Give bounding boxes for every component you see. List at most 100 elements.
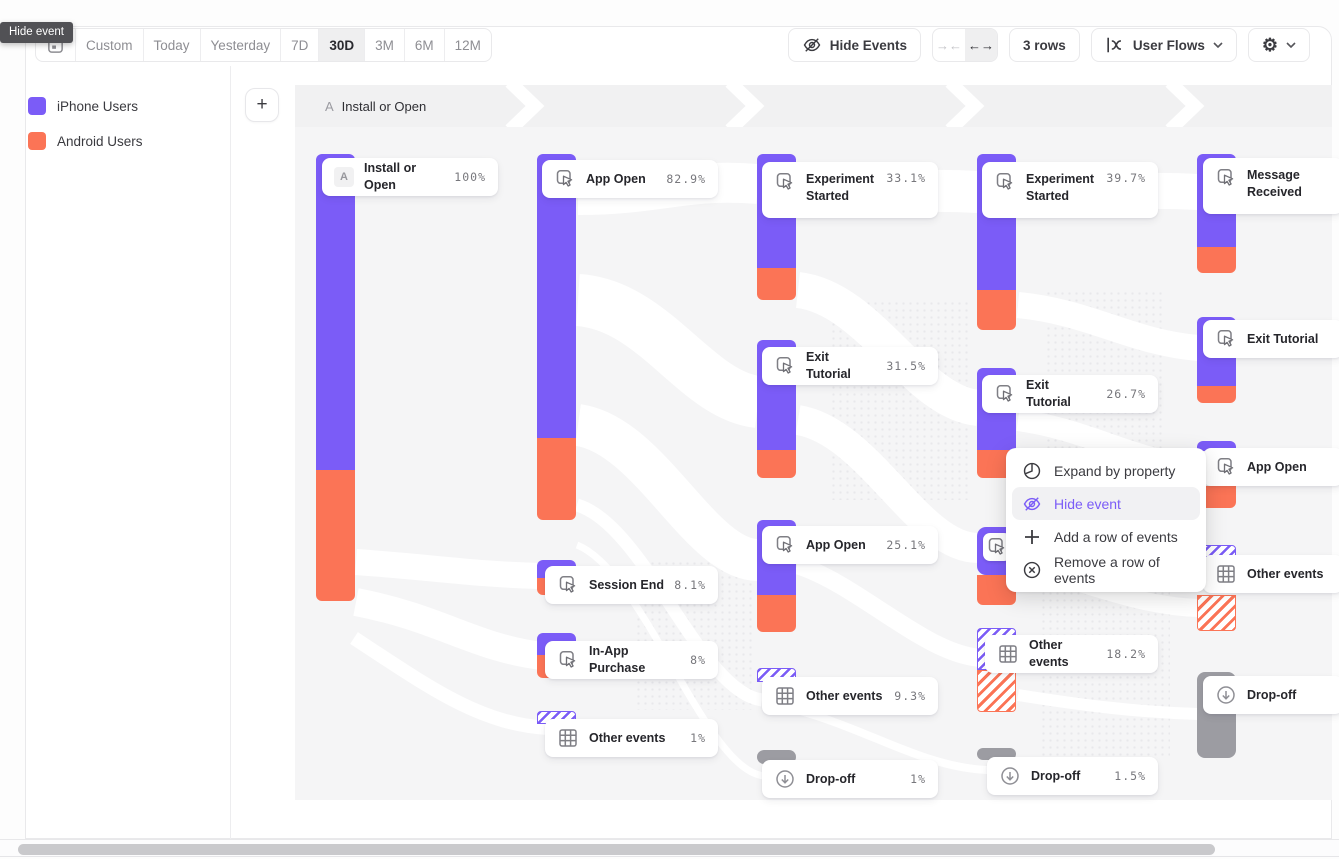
event-percentage: 1.5% — [1114, 769, 1146, 783]
event-card[interactable]: Other events 1% — [545, 719, 718, 757]
event-card[interactable]: Drop-off 1% — [762, 760, 938, 798]
event-label: Experiment Started — [806, 172, 875, 203]
horizontal-scrollbar-track — [0, 839, 1339, 857]
event-card[interactable]: Exit Tutorial — [1203, 320, 1339, 358]
dropoff-icon — [774, 768, 796, 790]
flow-bar-segment — [977, 290, 1016, 330]
event-card[interactable]: App Open — [1203, 448, 1339, 486]
circle-x-icon — [1022, 560, 1042, 580]
legend-item-iphone[interactable]: iPhone Users — [28, 97, 143, 115]
event-card[interactable]: App Open 25.1% — [762, 526, 938, 564]
date-range-30d[interactable]: 30D — [319, 29, 366, 61]
event-card[interactable]: In-App Purchase 8% — [545, 641, 718, 679]
click-icon — [1215, 167, 1237, 189]
event-card[interactable]: Other events 9.3% — [762, 677, 938, 715]
collapse-columns-button[interactable]: →← — [936, 37, 963, 53]
hide-event-tooltip: Hide event — [0, 22, 73, 43]
event-context-menu: Expand by property Hide event Add a row … — [1006, 448, 1206, 592]
android-users-swatch — [28, 132, 46, 150]
date-range-12m[interactable]: 12M — [454, 37, 481, 53]
menu-item-add-row[interactable]: Add a row of events — [1012, 520, 1200, 553]
menu-item-label: Hide event — [1054, 495, 1121, 512]
event-label: Drop-off — [1031, 768, 1081, 783]
date-range-yesterday[interactable]: Yesterday — [201, 29, 282, 61]
plus-icon — [1022, 527, 1042, 547]
date-range-6m[interactable]: 6M — [405, 29, 445, 61]
flow-bar-segment — [316, 154, 355, 470]
gear-icon: ⚙ — [1261, 35, 1278, 55]
menu-item-label: Expand by property — [1054, 462, 1176, 479]
event-label: Exit Tutorial — [1026, 378, 1071, 409]
flow-bar-segment — [1197, 595, 1236, 631]
event-card[interactable]: Drop-off 1.5% — [987, 757, 1158, 795]
event-label: Session End — [589, 577, 665, 592]
event-percentage: 8.1% — [674, 578, 706, 592]
step-event-name: Install or Open — [341, 98, 427, 114]
width-toggle: →← ←→ — [932, 28, 999, 62]
event-card[interactable]: Other events 18.2% — [985, 635, 1158, 673]
dot-texture — [1040, 590, 1170, 760]
event-percentage: 100% — [454, 170, 486, 184]
eye-off-icon — [1022, 494, 1042, 514]
flow-bar-segment — [1197, 486, 1236, 508]
event-label: Drop-off — [806, 771, 856, 786]
menu-item-hide-event[interactable]: Hide event — [1012, 487, 1200, 520]
add-step-button[interactable]: + — [245, 88, 279, 122]
flow-bar-segment — [537, 438, 576, 520]
event-card[interactable]: Exit Tutorial 31.5% — [762, 347, 938, 385]
dot-texture — [830, 300, 970, 500]
expand-columns-button[interactable]: ←→ — [965, 29, 998, 61]
horizontal-scrollbar-thumb[interactable] — [18, 844, 1215, 855]
iphone-users-swatch — [28, 97, 46, 115]
hide-events-button[interactable]: Hide Events — [787, 28, 922, 62]
menu-item-remove-row[interactable]: Remove a row of events — [1012, 553, 1200, 586]
date-range-selector: Custom Today Yesterday 7D 30D 3M 6M 12M — [35, 28, 492, 62]
flow-bar-segment — [316, 470, 355, 601]
click-icon — [774, 171, 796, 193]
event-label: Experiment Started — [1026, 172, 1095, 203]
step-chevrons — [505, 85, 1205, 127]
event-card[interactable]: Session End 8.1% — [545, 566, 718, 604]
step-header-band: A Install or Open — [295, 85, 1332, 127]
legend-divider — [230, 66, 231, 839]
event-card[interactable]: Exit Tutorial 26.7% — [982, 375, 1158, 413]
event-card[interactable]: A Install or Open 100% — [322, 158, 498, 196]
legend-item-android[interactable]: Android Users — [28, 132, 143, 150]
event-percentage: 1% — [910, 772, 926, 786]
event-label: Other events — [589, 730, 666, 745]
legend-label: iPhone Users — [57, 98, 139, 114]
event-percentage: 1% — [690, 731, 706, 745]
event-card[interactable]: Other events — [1203, 555, 1339, 593]
date-range-3m[interactable]: 3M — [365, 29, 405, 61]
rows-label: 3 rows — [1023, 37, 1066, 53]
rows-button[interactable]: 3 rows — [1009, 28, 1080, 62]
date-range-today[interactable]: Today — [144, 29, 201, 61]
menu-item-expand-by-property[interactable]: Expand by property — [1012, 454, 1200, 487]
click-icon — [774, 534, 796, 556]
grid-icon — [1215, 563, 1237, 585]
date-range-7d[interactable]: 7D — [281, 29, 320, 61]
grid-icon — [997, 643, 1019, 665]
date-range-custom[interactable]: Custom — [76, 29, 144, 61]
event-label: App Open — [586, 171, 646, 186]
step-letter: A — [325, 98, 334, 114]
settings-dropdown[interactable]: ⚙ — [1247, 28, 1310, 62]
step-label[interactable]: A Install or Open — [325, 85, 426, 127]
flow-bar-segment — [1197, 386, 1236, 403]
event-card[interactable]: Drop-off — [1203, 676, 1339, 714]
event-label: In-App Purchase — [589, 644, 646, 675]
event-percentage: 33.1% — [886, 171, 926, 185]
event-card[interactable]: App Open 82.9% — [542, 160, 718, 198]
expand-property-icon — [1022, 461, 1042, 481]
grid-icon — [774, 685, 796, 707]
event-percentage: 9.3% — [894, 689, 926, 703]
flow-bar-segment — [757, 450, 796, 478]
event-card[interactable]: Experiment Started 39.7% — [982, 162, 1158, 218]
click-icon — [994, 171, 1016, 193]
event-card[interactable]: Message Received — [1203, 158, 1339, 214]
view-selector-dropdown[interactable]: User Flows — [1090, 28, 1237, 62]
grid-icon — [557, 727, 579, 749]
event-card[interactable]: Experiment Started 33.1% — [762, 162, 938, 218]
event-label: Exit Tutorial — [806, 350, 851, 381]
click-icon — [557, 649, 579, 671]
